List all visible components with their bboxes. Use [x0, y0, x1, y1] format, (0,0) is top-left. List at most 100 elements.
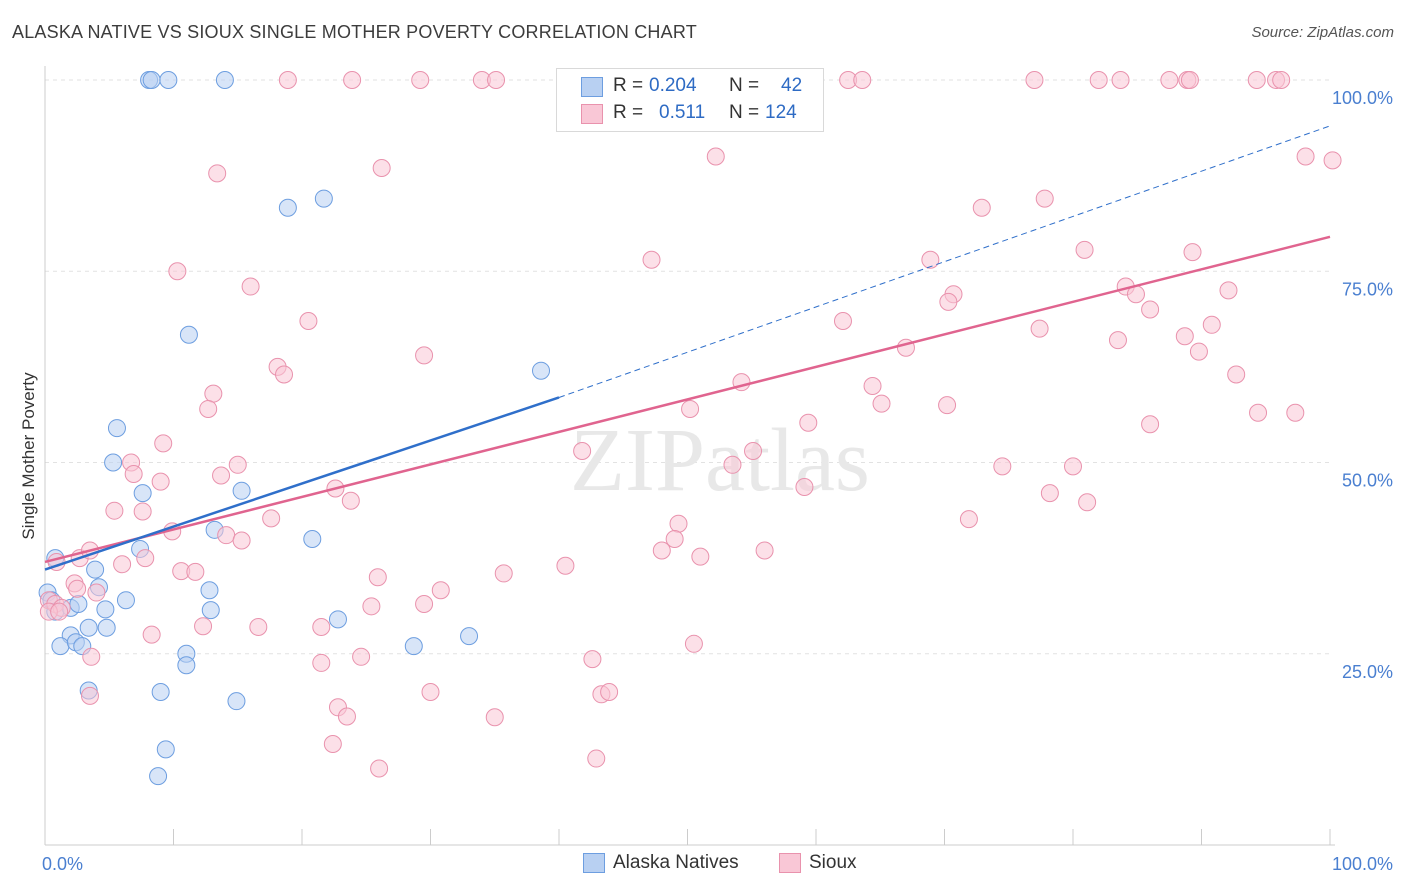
- sioux-point: [228, 455, 247, 474]
- alaska-natives-point: [142, 71, 161, 89]
- sioux-point: [262, 509, 281, 528]
- sioux-point: [352, 647, 371, 666]
- sioux-point: [1247, 71, 1266, 89]
- sioux-point: [723, 455, 742, 474]
- sioux-point: [241, 277, 260, 296]
- n-value: 42: [781, 75, 803, 96]
- sioux-point: [341, 491, 360, 510]
- sioux-point: [691, 547, 710, 566]
- sioux-point: [370, 759, 389, 778]
- alaska-natives-point: [179, 325, 198, 344]
- sioux-point: [1175, 327, 1194, 346]
- sioux-point: [80, 686, 99, 705]
- axes: [44, 66, 1335, 846]
- sioux-point: [921, 250, 940, 269]
- alaska-natives-point: [79, 618, 98, 637]
- sioux-point: [199, 399, 218, 418]
- sioux-point: [232, 531, 251, 550]
- sioux-point: [1075, 240, 1094, 259]
- sioux-point: [494, 564, 513, 583]
- alaska-natives-point: [107, 419, 126, 438]
- sioux-point: [105, 501, 124, 520]
- alaska-natives-point: [201, 601, 220, 620]
- sioux-point: [133, 502, 152, 521]
- sioux-point: [1111, 71, 1130, 89]
- alaska-natives-point: [404, 637, 423, 656]
- sioux-point: [113, 555, 132, 574]
- sioux-point: [665, 530, 684, 548]
- x-tick-label: 100.0%: [1332, 854, 1393, 874]
- tick-labels: 25.0% 50.0% 75.0% 100.0% 0.0% 100.0%: [42, 88, 1393, 874]
- sioux-point: [684, 634, 703, 653]
- sioux-point: [573, 442, 592, 461]
- sioux-point: [415, 595, 434, 614]
- alaska-natives-trend-line: [44, 396, 560, 571]
- alaska-natives-point: [116, 591, 135, 610]
- sioux-point: [1025, 71, 1044, 89]
- sioux-point: [485, 708, 504, 727]
- sioux-point: [299, 311, 318, 330]
- alaska-natives-point: [96, 600, 115, 619]
- alaska-natives-point: [151, 683, 170, 701]
- sioux-point: [853, 71, 872, 89]
- sioux-trend-line: [44, 235, 1331, 564]
- alaska-natives-point: [215, 71, 234, 89]
- sioux-swatch: [581, 104, 603, 124]
- sioux-point: [1064, 457, 1082, 476]
- alaska-natives-point: [104, 453, 123, 472]
- n-value: 124: [765, 102, 797, 123]
- sioux-point: [755, 541, 774, 560]
- sioux-point: [1183, 243, 1202, 262]
- alaska-natives-point: [86, 560, 105, 579]
- sioux-point: [154, 434, 173, 453]
- sioux-point: [151, 472, 170, 491]
- sioux-point: [1227, 365, 1246, 384]
- sioux-point: [669, 514, 688, 533]
- alaska-natives-point: [149, 767, 168, 786]
- sioux-point: [583, 650, 602, 669]
- y-tick-label: 75.0%: [1342, 279, 1393, 299]
- sioux-point: [872, 394, 891, 413]
- sioux-swatch: [779, 853, 801, 873]
- sioux-point: [1040, 484, 1059, 503]
- alaska-natives-point: [314, 189, 333, 208]
- sioux-point: [795, 477, 814, 496]
- sioux-point: [744, 442, 763, 461]
- alaska-natives-point: [177, 656, 196, 675]
- x-tick-label: 0.0%: [42, 854, 83, 874]
- sioux-point: [337, 707, 356, 726]
- sioux-point: [343, 71, 362, 89]
- sioux-point: [1141, 415, 1160, 434]
- sioux-point: [1219, 281, 1238, 300]
- sioux-point: [411, 71, 430, 89]
- sioux-point: [939, 292, 958, 311]
- n-label: N =: [729, 75, 760, 96]
- sioux-point: [972, 198, 991, 217]
- sioux-point: [275, 365, 294, 384]
- legend-label: Sioux: [809, 852, 857, 873]
- alaska-natives-point: [200, 581, 219, 600]
- y-tick-label: 25.0%: [1342, 662, 1393, 682]
- trend-lines: [44, 125, 1331, 571]
- sioux-point: [600, 683, 619, 701]
- sioux-point: [208, 164, 227, 183]
- sioux-point: [68, 579, 87, 598]
- watermark: ZIPatlas: [570, 411, 870, 510]
- sioux-point: [1108, 331, 1127, 350]
- correlation-legend: R = 0.204 N = 42 R = 0.511 N = 124: [556, 68, 824, 132]
- sioux-point: [681, 399, 700, 418]
- sioux-point: [1089, 71, 1108, 89]
- sioux-point: [1323, 151, 1342, 170]
- sioux-point: [278, 71, 297, 89]
- alaska-natives-points: [38, 71, 551, 786]
- sioux-point: [1030, 319, 1049, 338]
- sioux-point: [938, 396, 957, 415]
- alaska-natives-point: [532, 361, 551, 380]
- sioux-point: [587, 749, 606, 768]
- sioux-point: [1160, 71, 1179, 89]
- sioux-point: [833, 311, 852, 330]
- sioux-point: [323, 735, 342, 754]
- sioux-point: [1202, 315, 1221, 334]
- sioux-point: [1296, 147, 1315, 166]
